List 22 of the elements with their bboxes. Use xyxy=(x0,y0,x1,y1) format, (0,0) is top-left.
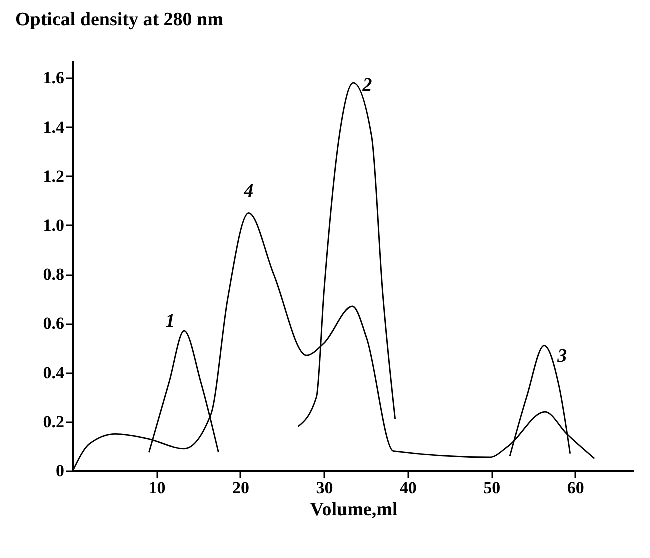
y-tick-label: 0.2 xyxy=(43,412,64,432)
y-tick-label: 1.2 xyxy=(43,166,64,186)
series-label: 1 xyxy=(166,311,176,332)
x-tick-label: 10 xyxy=(148,478,166,498)
x-tick-label: 50 xyxy=(484,478,501,498)
series-label: 2 xyxy=(362,75,373,96)
x-tick-label: 60 xyxy=(567,478,584,498)
series-label: 4 xyxy=(243,181,254,202)
line-series xyxy=(509,345,572,457)
x-tick-label: 30 xyxy=(316,478,334,498)
y-tick-label: 0.6 xyxy=(43,314,64,334)
y-tick-label: 1.6 xyxy=(43,68,64,88)
y-tick-label: 1.4 xyxy=(43,118,65,137)
x-tick-label: 40 xyxy=(400,478,417,498)
y-tick-label: 0.8 xyxy=(43,265,64,284)
series-label: 3 xyxy=(556,346,568,367)
x-tick-label: 20 xyxy=(232,478,250,498)
x-axis-title: Volume,ml xyxy=(310,500,398,520)
y-tick-label: 1.0 xyxy=(43,216,64,235)
y-tick-label: 0 xyxy=(56,462,64,480)
y-axis-title: Optical density at 280 nm xyxy=(16,10,224,30)
y-tick-label: 0.4 xyxy=(43,363,65,382)
